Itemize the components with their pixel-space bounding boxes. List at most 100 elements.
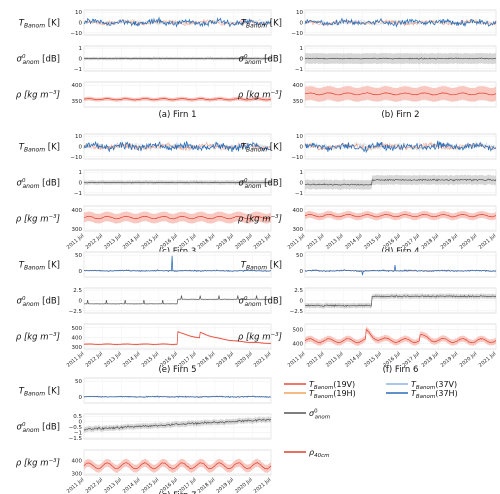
- tb-37h-series-line: [83, 255, 272, 273]
- y-tick-label: 400: [72, 335, 83, 341]
- y-tick-label: 0: [79, 145, 83, 151]
- y-tick-label: 2.5: [73, 288, 82, 294]
- panel-caption: (f) Firn 6: [383, 365, 419, 375]
- x-date-tick-label: 2014 Jul: [122, 233, 141, 251]
- y-tick-label: 0: [79, 395, 83, 401]
- y-tick-label: −1: [74, 67, 82, 73]
- x-date-tick-label: 2019 Jul: [440, 233, 459, 251]
- panel-firn-5: 0 50 TBanom [K] −2.5 0 2.5 σ0 anom [dB] 300 400 50…: [16, 251, 272, 375]
- x-date-tick-label: 2019 Jul: [215, 477, 234, 494]
- sigma-axis-label: σ0 anom [dB]: [17, 296, 60, 308]
- x-date-tick-label: 2011 Jul: [287, 233, 306, 251]
- panel-caption: (g) Firn 7: [158, 491, 196, 494]
- rho-series-line: [84, 331, 271, 345]
- tb-axis-label: TBanom [K]: [241, 143, 282, 154]
- y-tick-label: 400: [293, 208, 304, 214]
- y-tick-label: 1: [79, 170, 83, 176]
- y-tick-label: 350: [72, 99, 83, 105]
- y-tick-label: −2.5: [69, 309, 83, 315]
- x-date-tick-label: 2015 Jul: [141, 477, 160, 494]
- x-date-tick-label: 2013 Jul: [103, 477, 122, 494]
- x-date-tick-label: 2015 Jul: [363, 351, 382, 369]
- y-tick-label: 350: [293, 99, 304, 105]
- x-date-tick-label: 2011 Jul: [66, 233, 85, 251]
- rho-axis-label: ρ [kg m−3]: [238, 214, 282, 225]
- tb-axis-label: TBanom [K]: [241, 261, 282, 272]
- x-date-tick-label: 2018 Jul: [197, 477, 216, 494]
- rho-axis-label: ρ [kg m−3]: [16, 90, 60, 101]
- t37h-legend-label: TBanom(37H): [411, 389, 458, 400]
- rho-series-line: [84, 215, 272, 220]
- sigma-axis-label: σ0 anom [dB]: [239, 178, 282, 190]
- x-date-tick-label: 2018 Jul: [421, 233, 440, 251]
- sigma-series-line: [83, 57, 272, 60]
- t19v-legend-label: TBanom(19V): [309, 380, 355, 391]
- y-tick-label: 500: [293, 328, 304, 334]
- y-tick-label: 10: [75, 134, 82, 140]
- y-tick-label: 10: [75, 10, 82, 16]
- x-date-tick-label: 2013 Jul: [325, 351, 344, 369]
- x-date-tick-label: 2011 Jul: [66, 477, 85, 494]
- t37v-legend-label: TBanom(37V): [411, 380, 457, 391]
- x-date-tick-label: 2019 Jul: [440, 351, 459, 369]
- x-date-tick-label: 2011 Jul: [66, 351, 85, 369]
- y-tick-label: 0: [79, 269, 83, 275]
- x-date-tick-label: 2014 Jul: [344, 351, 363, 369]
- rho-spread-band: [305, 326, 496, 346]
- y-tick-label: 0: [300, 269, 304, 275]
- x-date-tick-label: 2020 Jul: [459, 233, 478, 251]
- x-date-tick-label: 2012 Jul: [85, 351, 104, 369]
- y-tick-label: 0: [79, 420, 83, 426]
- y-tick-label: 10: [296, 134, 303, 140]
- panel-firn-6: 0 50 TBanom [K] −2.5 0 2.5 σ0 anom [dB] 400 500 ρ …: [238, 251, 497, 375]
- x-date-tick-label: 2015 Jul: [141, 351, 160, 369]
- rho-series-line: [305, 92, 497, 96]
- sigma-axis-label: σ0 anom [dB]: [239, 54, 282, 66]
- y-tick-label: 0: [79, 181, 83, 187]
- x-date-tick-label: 2021 Jul: [253, 233, 272, 251]
- x-date-tick-label: 2019 Jul: [215, 233, 234, 251]
- y-tick-label: −1.5: [69, 436, 83, 442]
- x-date-tick-label: 2018 Jul: [421, 351, 440, 369]
- panel-caption: (a) Firn 1: [158, 110, 196, 120]
- legend: TBanom(19V)TBanom(19H) TBanom(37V)TBanom(…: [284, 380, 458, 459]
- x-date-tick-label: 2021 Jul: [253, 477, 272, 494]
- rho-series-line: [304, 328, 497, 344]
- y-tick-label: 10: [296, 10, 303, 16]
- rho-axis-label: ρ [kg m−3]: [238, 90, 282, 101]
- rho-axis-label: ρ [kg m−3]: [16, 332, 60, 343]
- panel-caption: (e) Firn 5: [158, 365, 196, 375]
- panel-caption: (b) Firn 2: [381, 110, 419, 120]
- tb-37h-series-line: [83, 140, 272, 153]
- x-date-tick-label: 2013 Jul: [103, 233, 122, 251]
- y-tick-label: 0: [300, 21, 304, 27]
- y-tick-label: 400: [293, 83, 304, 89]
- tb-axis-label: TBanom [K]: [19, 387, 60, 398]
- x-date-tick-label: 2015 Jul: [141, 233, 160, 251]
- x-date-tick-label: 2019 Jul: [215, 351, 234, 369]
- sigma-axis-label: σ0 anom [dB]: [239, 296, 282, 308]
- x-date-tick-label: 2018 Jul: [197, 233, 216, 251]
- y-tick-label: 0: [79, 21, 83, 27]
- x-date-tick-label: 2020 Jul: [234, 477, 253, 494]
- y-tick-label: −10: [291, 31, 303, 37]
- tb-axis-label: TBanom [K]: [241, 19, 282, 30]
- y-tick-label: 1: [300, 46, 304, 52]
- y-tick-label: −1: [295, 191, 303, 197]
- y-tick-label: 0: [300, 145, 304, 151]
- rho-series-line: [83, 97, 272, 101]
- rho-axis-label: ρ [kg m−3]: [16, 458, 60, 469]
- sigma-series-line: [304, 294, 497, 308]
- y-tick-label: 50: [75, 379, 82, 385]
- y-tick-label: 400: [293, 341, 304, 347]
- x-date-tick-label: 2014 Jul: [344, 233, 363, 251]
- rho-axis-label: ρ [kg m−3]: [16, 214, 60, 225]
- sigma-axis-label: σ0 anom [dB]: [17, 422, 60, 434]
- y-tick-label: 500: [72, 326, 83, 332]
- x-date-tick-label: 2021 Jul: [478, 351, 497, 369]
- tb-37h-series-line: [83, 395, 272, 399]
